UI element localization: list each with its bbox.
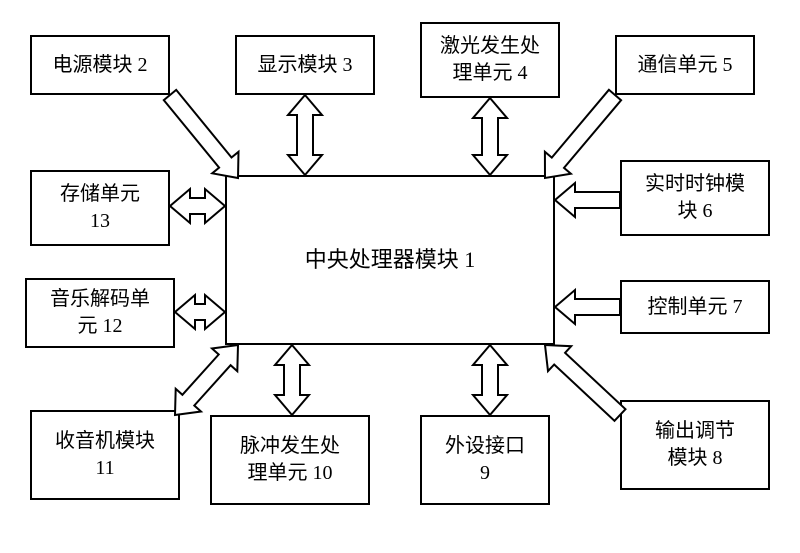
arrow-n6-center bbox=[525, 170, 650, 230]
diagram-canvas: 中央处理器模块 1电源模块 2显示模块 3激光发生处 理单元 4通信单元 5实时… bbox=[0, 0, 800, 553]
arrow-center-n9 bbox=[460, 315, 520, 445]
node-n7-label: 控制单元 7 bbox=[648, 294, 743, 321]
node-n13-label: 存储单元 13 bbox=[60, 181, 140, 235]
node-center-label: 中央处理器模块 1 bbox=[305, 245, 476, 275]
node-n11-label: 收音机模块 11 bbox=[55, 428, 155, 482]
arrow-n13-center bbox=[140, 176, 255, 236]
arrow-n3-center bbox=[275, 65, 335, 205]
node-n12-label: 音乐解码单 元 12 bbox=[50, 286, 150, 340]
arrow-n4-center bbox=[460, 68, 520, 205]
arrow-n12-center bbox=[145, 282, 255, 342]
arrow-center-n10 bbox=[262, 315, 322, 445]
node-n6-label: 实时时钟模 块 6 bbox=[645, 171, 745, 225]
arrow-n8-center bbox=[515, 315, 650, 445]
node-n8-label: 输出调节 模块 8 bbox=[655, 418, 735, 472]
node-n5-label: 通信单元 5 bbox=[638, 52, 733, 79]
node-n2-label: 电源模块 2 bbox=[53, 52, 148, 79]
